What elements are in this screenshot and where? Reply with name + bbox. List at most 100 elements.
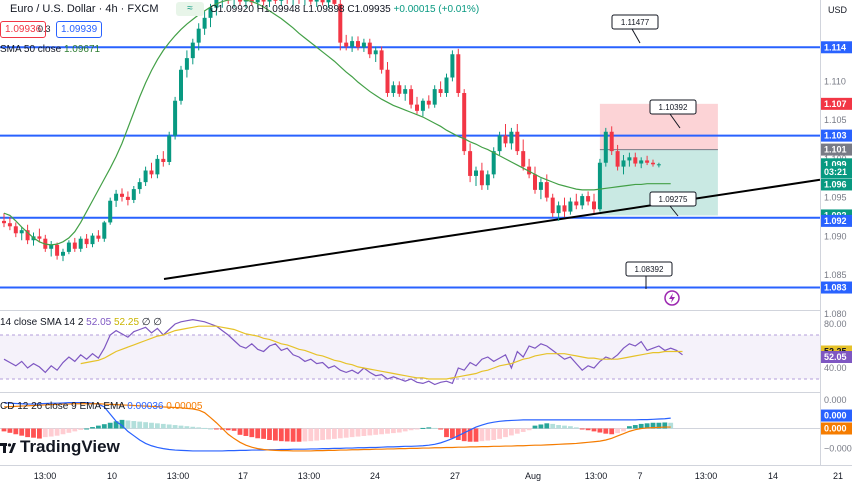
candle xyxy=(385,69,390,93)
candle xyxy=(238,0,242,2)
candle xyxy=(66,242,71,252)
macd-histogram-bar xyxy=(544,423,550,429)
macd-histogram-bar xyxy=(591,428,597,432)
candle xyxy=(586,196,591,202)
candle xyxy=(208,7,213,18)
macd-histogram-bar xyxy=(473,428,479,442)
macd-histogram-bar xyxy=(585,428,591,431)
macd-histogram-bar xyxy=(278,428,284,442)
price-axis-badge-text: 1.092 xyxy=(824,216,847,226)
macd-histogram-bar xyxy=(296,428,302,442)
macd-histogram-bar xyxy=(509,428,514,436)
macd-histogram-bar xyxy=(414,428,420,430)
macd-histogram-bar xyxy=(60,428,66,435)
candle xyxy=(503,135,508,144)
candle xyxy=(61,251,65,256)
price-axis-tick: 1.110 xyxy=(824,76,846,86)
macd-histogram-bar xyxy=(632,425,638,429)
candle xyxy=(338,3,343,43)
macd-histogram-bar xyxy=(84,428,89,430)
candle xyxy=(108,200,113,223)
macd-histogram-bar xyxy=(90,427,95,429)
tradingview-logo[interactable]: TradingView xyxy=(0,437,120,457)
macd-histogram-bar xyxy=(444,428,449,438)
candle xyxy=(462,93,467,152)
buy-button[interactable]: 1.09939 xyxy=(56,21,103,38)
candle xyxy=(609,131,614,152)
candle xyxy=(90,235,95,245)
candle xyxy=(373,50,378,55)
macd-histogram-bar xyxy=(166,424,172,429)
macd-histogram-bar xyxy=(107,422,113,429)
macd-histogram-bar xyxy=(96,425,101,429)
candle xyxy=(556,205,561,214)
candle xyxy=(308,0,313,2)
trend-line xyxy=(163,178,821,280)
candle xyxy=(125,196,130,200)
macd-histogram-bar xyxy=(520,428,526,432)
candle xyxy=(580,196,585,206)
macd-histogram-bar xyxy=(149,422,154,429)
candle xyxy=(438,89,443,93)
callout-box xyxy=(649,99,697,115)
candle xyxy=(173,100,178,136)
candle xyxy=(633,157,638,164)
macd-histogram-bar xyxy=(320,428,325,440)
candle xyxy=(13,226,18,234)
candle xyxy=(509,131,514,144)
macd-histogram-bar xyxy=(426,427,432,429)
macd-histogram-bar xyxy=(249,428,255,438)
macd-legend[interactable]: CD 12 26 close 9 EMA EMA 0.00036 0.00005 xyxy=(0,401,203,412)
macd-histogram-bar xyxy=(196,427,202,429)
macd-histogram-bar xyxy=(31,428,36,438)
candle xyxy=(367,42,372,55)
macd-histogram-bar xyxy=(349,428,355,438)
sell-button[interactable]: 1.09936 xyxy=(0,21,47,38)
candle xyxy=(196,28,201,43)
macd-histogram-bar xyxy=(172,425,178,429)
price-axis-badge-text: 03:21 xyxy=(824,167,847,177)
time-axis-tick: 27 xyxy=(450,471,460,481)
callout-label: 1.08392 xyxy=(635,265,664,274)
macd-histogram-bar xyxy=(668,422,674,429)
time-axis-tick: 17 xyxy=(238,471,248,481)
time-axis-tick: Aug xyxy=(525,471,541,481)
macd-histogram-bar xyxy=(208,428,213,430)
candle xyxy=(527,166,532,175)
macd-histogram-bar xyxy=(627,426,632,429)
candle xyxy=(273,0,278,1)
symbol-title[interactable]: Euro / U.S. Dollar · 4h · FXCM xyxy=(10,3,159,15)
time-axis-tick: 13:00 xyxy=(34,471,57,481)
macd-histogram-bar xyxy=(343,428,349,438)
candle xyxy=(479,170,484,186)
candle xyxy=(25,230,30,241)
candle xyxy=(72,242,77,249)
macd-line xyxy=(3,402,671,452)
macd-histogram-bar xyxy=(568,426,573,429)
macd-histogram-bar xyxy=(432,427,438,429)
macd-histogram-bar xyxy=(497,428,502,439)
sma-legend[interactable]: SMA 50 close 1.09671 xyxy=(0,44,101,55)
macd-histogram-bar xyxy=(579,428,585,430)
macd-histogram-bar xyxy=(597,428,603,433)
candle xyxy=(415,104,419,111)
candle xyxy=(627,157,632,161)
candle xyxy=(639,160,644,164)
macd-histogram-bar xyxy=(237,428,243,435)
macd-histogram-bar xyxy=(231,428,237,431)
candle xyxy=(255,0,260,3)
alert-icon[interactable]: ≈ xyxy=(176,2,204,16)
price-axis-badge-text: 1.101 xyxy=(824,145,847,155)
candle xyxy=(397,85,402,94)
macd-histogram-bar xyxy=(408,428,414,431)
candle xyxy=(49,244,54,249)
macd-histogram-bar xyxy=(1,428,7,432)
candle xyxy=(574,201,579,206)
candle xyxy=(37,236,42,239)
callout-label: 1.11477 xyxy=(621,18,650,27)
rsi-legend[interactable]: 14 close SMA 14 2 52.05 52.25 ∅ ∅ xyxy=(0,317,163,328)
price-axis-tick: 1.085 xyxy=(824,270,847,280)
macd-histogram-bar xyxy=(615,428,620,434)
price-axis-tick: 1.095 xyxy=(824,193,847,203)
